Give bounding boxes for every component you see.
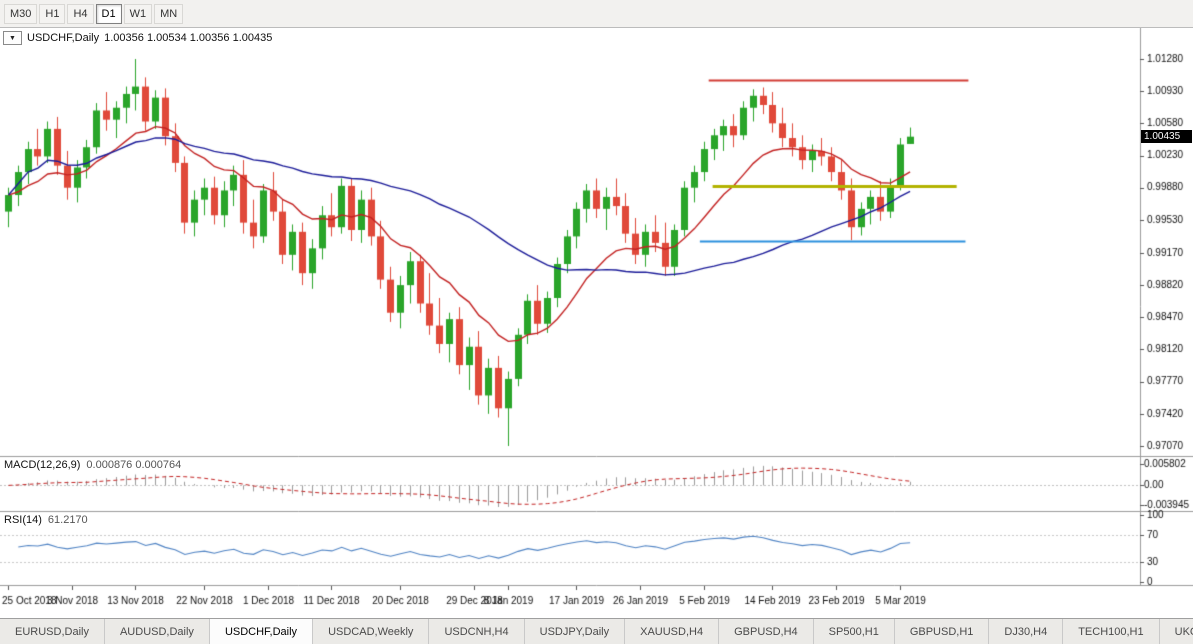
price-chart-canvas[interactable] — [0, 28, 1193, 618]
symbol-tab-tech100-h1[interactable]: TECH100,H1 — [1063, 619, 1160, 644]
triangle-down-icon: ▼ — [9, 34, 16, 42]
symbol-tab-gbpusd-h4[interactable]: GBPUSD,H4 — [719, 619, 814, 644]
symbol-tab-bar: EURUSD,Daily AUDUSD,Daily USDCHF,Daily USDC… — [0, 618, 1193, 644]
macd-values: 0.000876 0.000764 — [86, 459, 182, 471]
symbol-tab-eurusd-daily[interactable]: EURUSD,Daily — [0, 619, 105, 644]
timeframe-tab-w1[interactable]: W1 — [123, 3, 153, 24]
timeframe-tab-h4[interactable]: H4 — [67, 3, 94, 24]
timeframe-tab-h1[interactable]: H1 — [39, 3, 66, 24]
timeframe-tab-mn[interactable]: MN — [154, 3, 184, 24]
chart-ohlc-readout: 1.00356 1.00534 1.00356 1.00435 — [104, 32, 273, 44]
symbol-tab-usdjpy-daily[interactable]: USDJPY,Daily — [524, 619, 626, 644]
symbol-tab-dj30-h4[interactable]: DJ30,H4 — [989, 619, 1064, 644]
timeframe-toolbar: M30 H1 H4 D1 W1 MN — [0, 0, 1193, 28]
symbol-tab-ukc[interactable]: UKC — [1159, 619, 1193, 644]
chart-collapse-button[interactable]: ▼ — [3, 31, 22, 45]
macd-indicator-label: MACD(12,26,9) 0.000876 0.000764 — [4, 459, 181, 471]
symbol-tab-sp500-h1[interactable]: SP500,H1 — [813, 619, 895, 644]
rsi-name: RSI(14) — [4, 514, 42, 526]
current-price-tag: 1.00435 — [1141, 129, 1192, 143]
rsi-indicator-label: RSI(14) 61.2170 — [4, 514, 88, 526]
symbol-tab-usdchf-daily[interactable]: USDCHF,Daily — [209, 619, 314, 644]
chart-symbol-title: USDCHF,Daily — [27, 32, 100, 44]
chart-title-bar: ▼ USDCHF,Daily 1.00356 1.00534 1.00356 1… — [3, 31, 272, 45]
timeframe-tab-m30[interactable]: M30 — [4, 3, 38, 24]
timeframe-tab-d1[interactable]: D1 — [95, 3, 122, 24]
symbol-tab-gbpusd-h1[interactable]: GBPUSD,H1 — [894, 619, 990, 644]
symbol-tab-usdcnh-h4[interactable]: USDCNH,H4 — [429, 619, 525, 644]
rsi-value: 61.2170 — [47, 514, 88, 526]
symbol-tab-audusd-daily[interactable]: AUDUSD,Daily — [104, 619, 210, 644]
macd-name: MACD(12,26,9) — [4, 459, 81, 471]
symbol-tab-usdcad-weekly[interactable]: USDCAD,Weekly — [313, 619, 430, 644]
chart-area: ▼ USDCHF,Daily 1.00356 1.00534 1.00356 1… — [0, 28, 1193, 618]
symbol-tab-xauusd-h4[interactable]: XAUUSD,H4 — [625, 619, 720, 644]
